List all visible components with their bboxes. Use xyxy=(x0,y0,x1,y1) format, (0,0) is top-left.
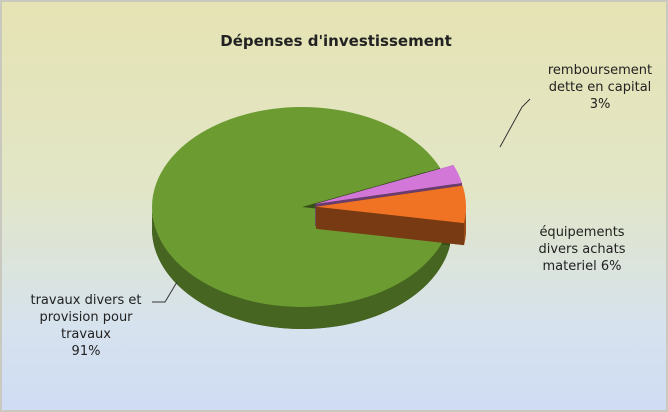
slice xyxy=(152,106,450,307)
category-label: travaux divers et provision pour travaux xyxy=(30,293,142,342)
slice-face xyxy=(315,206,464,246)
leader-line xyxy=(499,98,531,148)
slice-side xyxy=(152,207,450,329)
category-label: équipements divers achats materiel xyxy=(538,225,626,274)
value-label: 91% xyxy=(71,344,101,359)
slice-side xyxy=(463,206,466,246)
chart-title: Dépenses d'investissement xyxy=(220,32,452,50)
category-label: remboursement dette en capital xyxy=(547,63,653,95)
slice xyxy=(315,164,462,205)
slice xyxy=(315,185,466,224)
slice-label: remboursement dette en capital 3% xyxy=(530,62,666,113)
leader-line xyxy=(152,281,178,303)
slice-label: équipements divers achats materiel 6% xyxy=(522,224,642,275)
value-label: 3% xyxy=(589,97,611,112)
value-label: 6% xyxy=(600,259,622,274)
slice-label: travaux divers et provision pour travaux… xyxy=(22,292,150,360)
